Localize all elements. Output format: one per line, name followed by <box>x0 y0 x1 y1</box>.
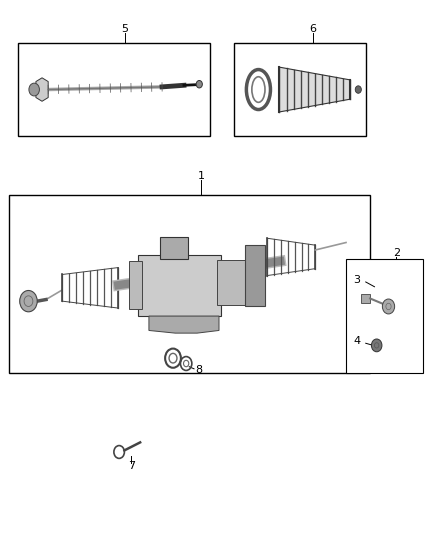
Circle shape <box>196 80 202 88</box>
Circle shape <box>20 290 37 312</box>
Bar <box>160 237 188 259</box>
Text: 2: 2 <box>393 248 400 258</box>
Circle shape <box>371 339 382 352</box>
Polygon shape <box>279 67 350 112</box>
Bar <box>217 260 247 305</box>
Circle shape <box>29 83 39 96</box>
Bar <box>129 261 142 309</box>
Polygon shape <box>36 78 48 101</box>
Text: 7: 7 <box>128 462 135 471</box>
Text: 5: 5 <box>121 25 128 34</box>
Bar <box>346 259 423 373</box>
Text: 4: 4 <box>353 336 360 346</box>
Bar <box>9 195 370 373</box>
Bar <box>245 245 265 306</box>
Bar <box>18 43 210 136</box>
Bar <box>234 43 366 136</box>
Text: 6: 6 <box>310 25 317 34</box>
Bar <box>138 255 221 316</box>
Circle shape <box>382 299 395 314</box>
Circle shape <box>355 86 361 93</box>
Bar <box>361 294 370 303</box>
Polygon shape <box>149 316 219 333</box>
Text: 1: 1 <box>198 171 205 181</box>
Text: 3: 3 <box>353 275 360 285</box>
Ellipse shape <box>252 77 265 102</box>
Text: 8: 8 <box>196 366 203 375</box>
